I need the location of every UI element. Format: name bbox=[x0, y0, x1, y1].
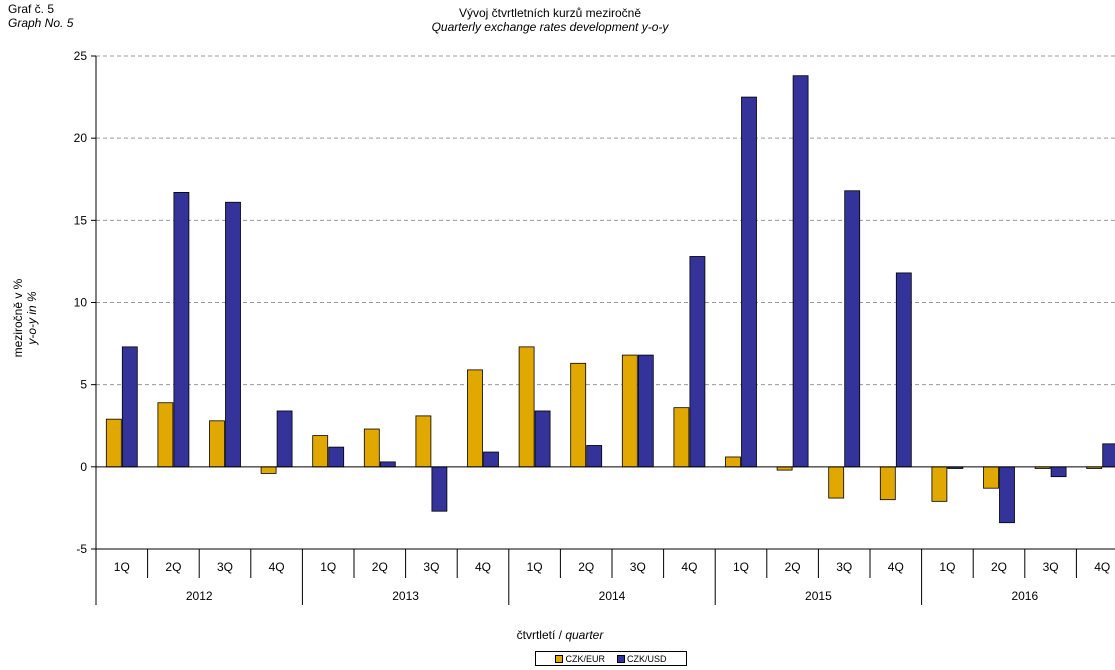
y-tick-label: 15 bbox=[74, 213, 88, 227]
graph-number-en: Graph No. 5 bbox=[8, 16, 74, 30]
y-axis-label-cz: meziročně v % bbox=[11, 278, 25, 357]
y-tick-label: -5 bbox=[76, 542, 87, 556]
chart-title-cz: Vývoj čtvrtletních kurzů meziročně bbox=[458, 6, 642, 20]
x-tick-label: 1Q bbox=[939, 560, 955, 574]
x-tick-label: 4Q bbox=[269, 560, 285, 574]
bar-czk-usd bbox=[895, 272, 912, 468]
bar-czk-eur bbox=[260, 466, 277, 474]
bar-czk-eur bbox=[879, 466, 896, 501]
bar-czk-usd bbox=[1050, 466, 1067, 478]
x-tick-label: 1Q bbox=[527, 560, 543, 574]
bar-czk-usd bbox=[741, 96, 757, 468]
bar-czk-usd bbox=[844, 190, 861, 468]
bar-czk-usd bbox=[1102, 443, 1115, 468]
bar-czk-eur bbox=[467, 369, 483, 468]
y-tick-label: 5 bbox=[80, 378, 87, 392]
bar-czk-eur bbox=[518, 346, 535, 468]
bar-czk-eur bbox=[312, 435, 329, 468]
bar-czk-usd bbox=[173, 191, 190, 468]
x-tick-label: 3Q bbox=[630, 560, 646, 574]
legend-item-usd: CZK/USD bbox=[617, 654, 667, 664]
y-axis-label-en: y-o-y in % bbox=[25, 291, 39, 346]
bar-czk-usd bbox=[637, 354, 654, 468]
x-tick-label: 4Q bbox=[681, 560, 697, 574]
year-label: 2012 bbox=[186, 589, 213, 603]
x-axis-title-cz: čtvrtletí bbox=[516, 628, 556, 642]
graph-number-cz: Graf č. 5 bbox=[8, 2, 55, 16]
bar-czk-eur bbox=[725, 456, 741, 468]
legend-label-eur: CZK/EUR bbox=[565, 653, 605, 664]
bar-czk-usd bbox=[534, 410, 551, 468]
bars bbox=[105, 75, 1115, 524]
year-label: 2013 bbox=[392, 589, 419, 603]
x-axis-title-en: quarter bbox=[565, 628, 604, 642]
bar-czk-usd bbox=[689, 256, 706, 468]
y-axis-label: meziročně v % y-o-y in % bbox=[11, 278, 39, 357]
bar-czk-usd bbox=[483, 451, 499, 468]
x-tick-label: 3Q bbox=[423, 560, 439, 574]
legend-swatch-usd bbox=[617, 654, 625, 663]
x-tick-label: 1Q bbox=[114, 560, 130, 574]
bar-czk-eur bbox=[983, 466, 999, 489]
legend-swatch-eur bbox=[555, 654, 564, 663]
bar-czk-eur bbox=[363, 428, 380, 468]
legend: CZK/EUR CZK/USD bbox=[535, 651, 687, 666]
x-tick-label: 1Q bbox=[320, 560, 336, 574]
year-label: 2016 bbox=[1011, 589, 1038, 603]
y-tick-label: 20 bbox=[74, 131, 88, 145]
chart-title-en: Quarterly exchange rates development y-o… bbox=[431, 20, 669, 34]
x-axis-title: čtvrtletí / quarter bbox=[516, 628, 604, 642]
chart-title: Vývoj čtvrtletních kurzů meziročně Quart… bbox=[300, 6, 800, 34]
graph-number: Graf č. 5 Graph No. 5 bbox=[8, 2, 73, 30]
bar-czk-eur bbox=[828, 466, 845, 499]
year-label: 2015 bbox=[805, 589, 832, 603]
x-tick-label: 2Q bbox=[578, 560, 594, 574]
x-tick-label: 3Q bbox=[836, 560, 852, 574]
bar-czk-eur bbox=[673, 407, 690, 468]
x-tick-label: 3Q bbox=[1043, 560, 1059, 574]
bar-czk-usd bbox=[276, 410, 293, 468]
bar-czk-eur bbox=[105, 418, 122, 468]
bar-czk-eur bbox=[570, 362, 587, 468]
x-tick-label: 1Q bbox=[733, 560, 749, 574]
bar-czk-usd bbox=[379, 461, 396, 468]
bar-czk-eur bbox=[621, 354, 638, 468]
legend-label-usd: CZK/USD bbox=[627, 653, 667, 664]
bar-czk-usd bbox=[431, 466, 448, 512]
bar-czk-eur bbox=[931, 466, 948, 502]
x-tick-label: 4Q bbox=[1094, 560, 1110, 574]
bar-czk-usd bbox=[586, 445, 603, 468]
x-tick-label: 2Q bbox=[991, 560, 1007, 574]
x-tick-label: 4Q bbox=[888, 560, 904, 574]
bar-czk-eur bbox=[415, 415, 432, 468]
x-tick-label: 4Q bbox=[475, 560, 491, 574]
x-tick-label: 3Q bbox=[217, 560, 233, 574]
bar-czk-usd bbox=[999, 466, 1015, 524]
bar-czk-usd bbox=[792, 75, 809, 468]
bar-czk-usd bbox=[328, 446, 345, 468]
x-tick-label: 2Q bbox=[785, 560, 801, 574]
x-tick-label: 2Q bbox=[165, 560, 181, 574]
x-tick-label: 2Q bbox=[372, 560, 388, 574]
legend-item-eur: CZK/EUR bbox=[555, 654, 605, 664]
bar-czk-usd bbox=[225, 201, 241, 468]
y-tick-label: 25 bbox=[74, 49, 88, 63]
bar-czk-eur bbox=[209, 420, 225, 468]
bar-czk-eur bbox=[157, 402, 174, 468]
y-tick-label: 10 bbox=[74, 296, 88, 310]
gridlines bbox=[96, 55, 1115, 386]
bar-czk-usd bbox=[121, 346, 138, 468]
year-label: 2014 bbox=[599, 589, 626, 603]
y-tick-label: 0 bbox=[80, 460, 87, 474]
axes: -5 0 5 10 15 20 25 1Q 2Q 3Q 4Q 1Q 2Q 3Q 4Q 1Q 2Q 3Q 4Q 1Q 2Q… bbox=[74, 49, 1115, 605]
